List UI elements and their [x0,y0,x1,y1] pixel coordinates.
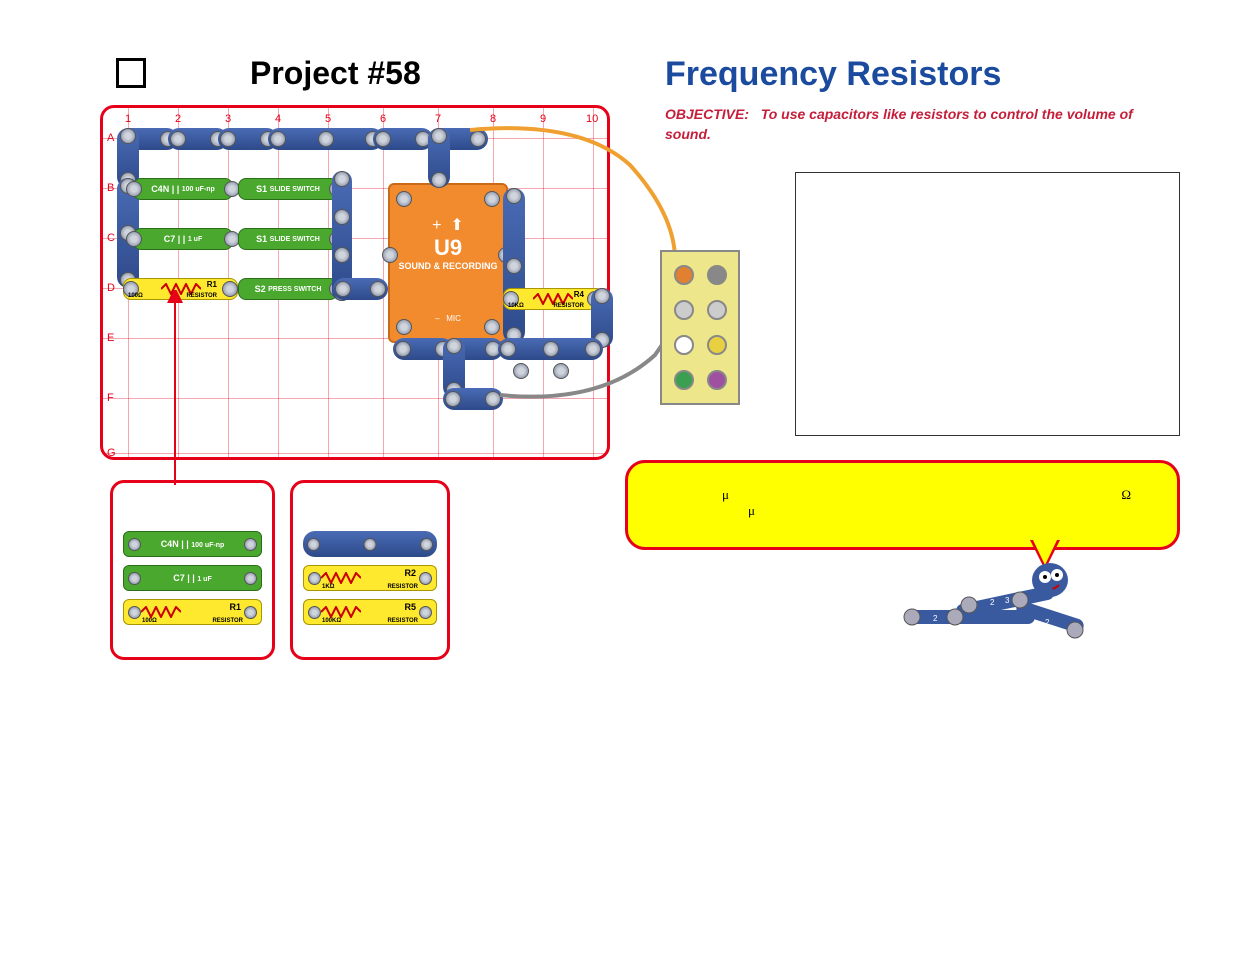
col-label: 1 [125,113,131,125]
terminal-dot [707,370,727,390]
snap-connector: 1 [373,128,433,150]
mu-symbol: μ [748,503,755,518]
terminal-dot [674,300,694,320]
col-label: 2 [175,113,181,125]
replacement-arrow [155,290,195,490]
snap-connector [503,188,525,343]
part-c4n: C4N | | 100 uF-np [123,531,262,557]
snappy-mascot: 2 2 3 2 [895,555,1095,645]
parts-box-right: 3 R2 1KΩ RESISTOR R5 100KΩ RESISTOR [290,480,450,660]
switch-s1-b: S1 SLIDE SWITCH [238,228,338,250]
col-label: 8 [490,113,496,125]
terminal-dot [674,265,694,285]
terminal-dot [707,265,727,285]
c4n-value: 100 uF-np [182,186,215,193]
part-r5: R5 100KΩ RESISTOR [303,599,437,625]
terminal-dot [707,335,727,355]
col-label: 3 [225,113,231,125]
col-label: 10 [586,113,598,125]
project-title: Project #58 [250,55,421,92]
project-name: Frequency Resistors [665,55,1001,94]
c7-value: 1 uF [188,236,202,243]
row-label: E [107,332,114,344]
page: Project #58 Frequency Resistors OBJECTIV… [0,0,1235,954]
part-c7: C7 | | 1 uF [123,565,262,591]
parts-box-left: C4N | | 100 uF-np C7 | | 1 uF R1 100Ω RE… [110,480,275,660]
omega-symbol: Ω [1121,487,1131,503]
snap-connector [443,388,503,410]
instruction-panel [795,172,1180,436]
part-r2: R2 1KΩ RESISTOR [303,565,437,591]
col-label: 7 [435,113,441,125]
part-r1: R1 100Ω RESISTOR [123,599,262,625]
u9-module: + ⬆ U9 SOUND & RECORDING – MIC [388,183,508,343]
r1-label: R1 [207,280,217,289]
svg-text:2: 2 [933,614,938,623]
row-label: A [107,132,114,144]
snap-connector: 6 [268,128,383,150]
col-label: 4 [275,113,281,125]
row-label: G [107,447,116,459]
terminal-dot [707,300,727,320]
row-label: C [107,232,115,244]
capacitor-c4n: C4N | | 100 uF-np [133,178,233,200]
u9-label: U9 [390,235,506,261]
svg-text:3: 3 [1005,596,1010,605]
snap-dot [553,363,569,379]
col-label: 6 [380,113,386,125]
row-label: B [107,182,114,194]
row-label: F [107,392,114,404]
mu-symbol: μ [722,487,729,502]
svg-text:2: 2 [990,598,995,607]
u9-sub: SOUND & RECORDING [390,261,506,271]
r1-value: 100Ω [128,293,143,299]
r4-label: R4 [574,290,584,299]
svg-text:2: 2 [1045,618,1050,627]
part-3snap: 3 [303,531,437,557]
s1-type: SLIDE SWITCH [270,186,320,193]
snap-connector [498,338,603,360]
switch-s1: S1 SLIDE SWITCH [238,178,338,200]
c4n-label: C4N [151,184,169,194]
objective: OBJECTIVE: To use capacitors like resist… [665,105,1175,144]
u9-mic: MIC [446,314,461,323]
row-label: D [107,282,115,294]
objective-label: OBJECTIVE: [665,106,749,122]
c7-label: C7 [164,234,176,244]
snap-connector [428,128,450,188]
r4-value: 10KΩ [508,303,524,309]
switch-s2: S2 PRESS SWITCH [238,278,338,300]
battery-terminals [660,250,740,405]
capacitor-c7: C7 | | 1 uF [133,228,233,250]
col-label: 5 [325,113,331,125]
col-label: 9 [540,113,546,125]
s2-label: S2 [255,284,266,294]
terminal-dot [674,335,694,355]
snap-dot [513,363,529,379]
resistor-r4: R4 10KΩ RESISTOR [503,288,603,310]
s1-label: S1 [256,184,267,194]
s1-label-b: S1 [256,234,267,244]
speech-callout: xxxxxxxxxxxxμ Ω xxxxxxxxxxxxxxxxμ [625,460,1180,550]
terminal-dot [674,370,694,390]
snap-connector [333,278,388,300]
project-checkbox[interactable] [116,58,146,88]
